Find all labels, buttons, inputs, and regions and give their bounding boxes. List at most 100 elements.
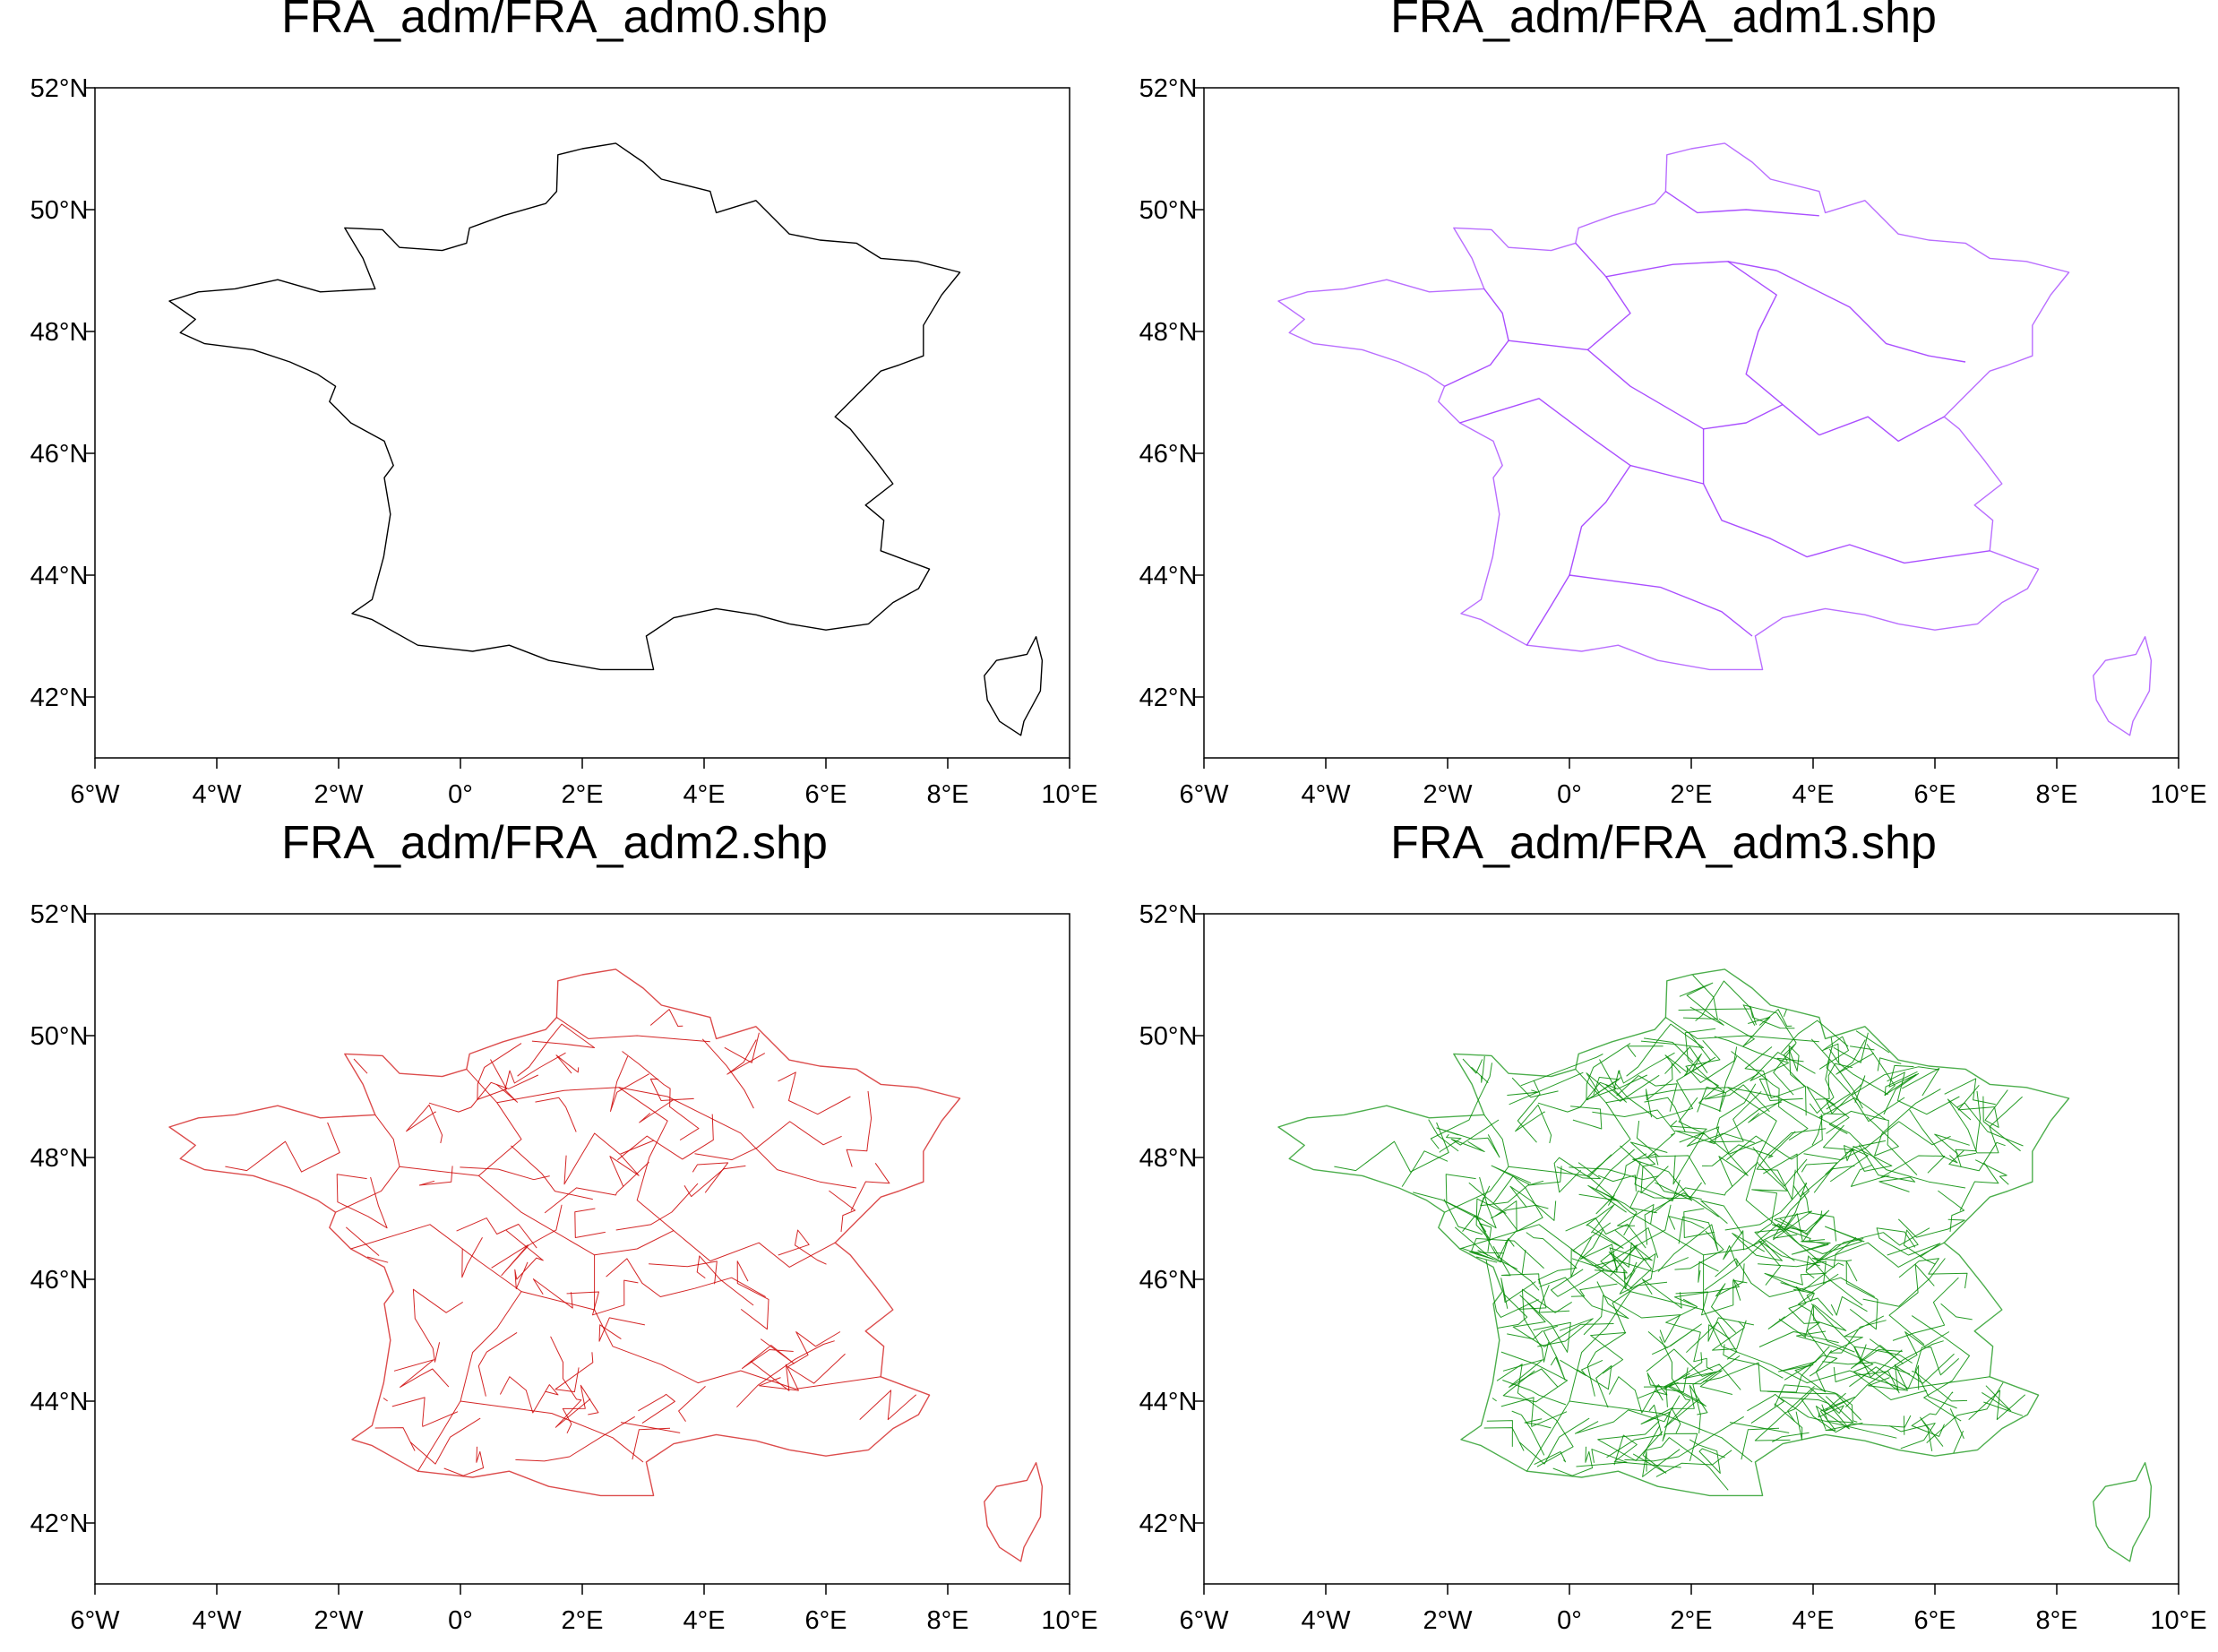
admin-boundary-line xyxy=(1629,1291,1990,1390)
map-frame xyxy=(1203,87,2179,759)
admin-boundary-line xyxy=(1968,1390,2026,1421)
admin-boundary-line xyxy=(1646,1063,1673,1118)
lon-tick-label: 2°W xyxy=(314,1606,364,1635)
lon-tick-label: 2°W xyxy=(1423,1606,1473,1635)
admin-boundary-line xyxy=(1811,1236,1857,1269)
lat-tick-label: 50°N xyxy=(1139,1022,1198,1051)
admin-boundary-line xyxy=(1495,1200,1517,1244)
admin-boundary-line xyxy=(461,1236,483,1278)
admin-boundary-line xyxy=(1833,1366,1900,1394)
admin-boundary-line xyxy=(1880,1155,1946,1178)
admin-boundary-line xyxy=(1646,1372,1690,1407)
admin-boundary-line xyxy=(1845,1261,1878,1330)
admin-boundary-line xyxy=(1620,1145,1702,1200)
lat-tick-label: 48°N xyxy=(30,318,89,347)
admin-boundary-line xyxy=(1938,1190,1965,1232)
lon-tick-label: 4°W xyxy=(1301,780,1351,809)
admin-boundary-line xyxy=(609,1154,640,1187)
admin-boundary-line xyxy=(1507,1329,1543,1340)
admin-boundary-line xyxy=(1632,1424,1667,1474)
admin-boundary-line xyxy=(1758,1240,1820,1286)
admin-boundary-line xyxy=(1665,1017,1819,1043)
admin-boundary-line xyxy=(1884,1073,1917,1097)
admin-boundary-line xyxy=(1672,1132,1764,1185)
lat-tick-label: 46°N xyxy=(1139,1266,1198,1295)
admin-boundaries xyxy=(1444,191,1990,646)
admin-boundary-line xyxy=(335,1114,400,1213)
admin-boundary-line xyxy=(399,1102,522,1176)
admin-boundary-line xyxy=(1810,1303,1867,1362)
admin-boundary-line xyxy=(1982,1385,2012,1412)
admin-boundary-line xyxy=(632,1427,671,1460)
admin-boundary-line xyxy=(366,1256,389,1263)
admin-boundary-line xyxy=(505,1230,544,1290)
lon-tick-label: 6°W xyxy=(70,780,120,809)
admin-boundary-line xyxy=(1518,1278,1547,1310)
admin-boundary-line xyxy=(1883,1064,1920,1115)
admin-boundary-line xyxy=(1949,1408,1964,1440)
admin-boundary-line xyxy=(1892,1277,1959,1341)
admin-boundary-line xyxy=(1851,1338,1904,1369)
admin-boundary-line xyxy=(1866,1044,1918,1097)
admin-boundary-line xyxy=(1934,1133,1977,1157)
admin-boundary-line xyxy=(1678,980,1752,1021)
map-svg-adm2: FRA_adm/FRA_adm2.shp 6°W 4°W 2°W 0° 2°E 4°E 6°E… xyxy=(30,817,1098,1635)
admin-boundary-line xyxy=(1674,1278,1741,1307)
admin-boundary-line xyxy=(1940,1303,1973,1321)
admin-boundary-line xyxy=(1806,1086,1847,1115)
admin-boundary-line xyxy=(1701,1131,1796,1166)
admin-boundary-line xyxy=(1803,1121,1951,1161)
admin-boundary-line xyxy=(1751,1223,1865,1254)
admin-boundary-line xyxy=(1518,1417,1590,1465)
admin-boundary-line xyxy=(1586,348,1784,430)
admin-boundary-line xyxy=(1744,1046,1805,1099)
lon-tick-label: 2°E xyxy=(561,1606,603,1635)
admin-boundary-line xyxy=(1609,1247,1656,1295)
admin-boundary-line xyxy=(1911,1391,1954,1437)
admin-boundary-line xyxy=(1683,1208,1715,1238)
admin-boundary-line xyxy=(544,1161,649,1214)
admin-boundary-line xyxy=(1821,1396,1854,1424)
admin-boundary-line xyxy=(1731,1051,1809,1141)
admin-boundary-line xyxy=(1500,1397,1568,1427)
lat-tick-label: 42°N xyxy=(1139,684,1198,712)
map-frame xyxy=(1203,913,2179,1585)
admin-boundary-line xyxy=(787,1331,846,1384)
lon-tick-label: 4°E xyxy=(1792,1606,1834,1635)
admin-boundary-line xyxy=(1534,1450,1567,1466)
admin-boundary-line xyxy=(1551,1222,1612,1297)
admin-boundary-line xyxy=(1498,1293,1528,1329)
admin-boundary-line xyxy=(1782,1182,1823,1243)
admin-boundary-line xyxy=(620,1422,681,1433)
admin-boundary-line xyxy=(639,1078,694,1123)
admin-boundary-line xyxy=(520,1291,881,1390)
admin-boundary-line xyxy=(532,1278,573,1309)
admin-boundary-line xyxy=(1527,1166,1562,1186)
admin-boundary-line xyxy=(1586,1204,1624,1249)
admin-boundary-line xyxy=(1741,1427,1780,1460)
admin-boundary-line xyxy=(1828,1110,1918,1175)
admin-boundary-line xyxy=(1775,270,1966,363)
lon-tick-label: 2°E xyxy=(1670,780,1712,809)
admin-boundary-line xyxy=(456,1217,537,1249)
admin-boundary-line xyxy=(353,1058,368,1074)
admin-boundary-line xyxy=(225,1122,340,1173)
admin-boundary-line xyxy=(1655,1450,1732,1477)
admin-boundary-line xyxy=(1668,1216,1705,1230)
admin-boundary-line xyxy=(1897,1218,1965,1238)
admin-boundary-line xyxy=(1539,1277,1629,1320)
admin-boundary-line xyxy=(666,1096,857,1189)
admin-boundary-line xyxy=(1497,1250,1540,1291)
admin-boundary-line xyxy=(1537,1074,1648,1113)
lon-tick-label: 6°W xyxy=(70,1606,120,1635)
admin-boundary-line xyxy=(1822,1361,1911,1375)
admin-boundary-line xyxy=(1698,1261,1719,1283)
admin-boundary-line xyxy=(1763,1153,1810,1239)
admin-boundary-line xyxy=(1788,1297,1834,1358)
admin-boundary-line xyxy=(1512,1302,1614,1347)
admin-boundary-line xyxy=(1586,1072,1660,1102)
admin-boundary-line xyxy=(393,1359,450,1388)
admin-boundary-line xyxy=(617,1114,714,1161)
admin-boundary-line xyxy=(1644,1037,1694,1063)
admin-boundary-line xyxy=(1712,1320,1747,1351)
